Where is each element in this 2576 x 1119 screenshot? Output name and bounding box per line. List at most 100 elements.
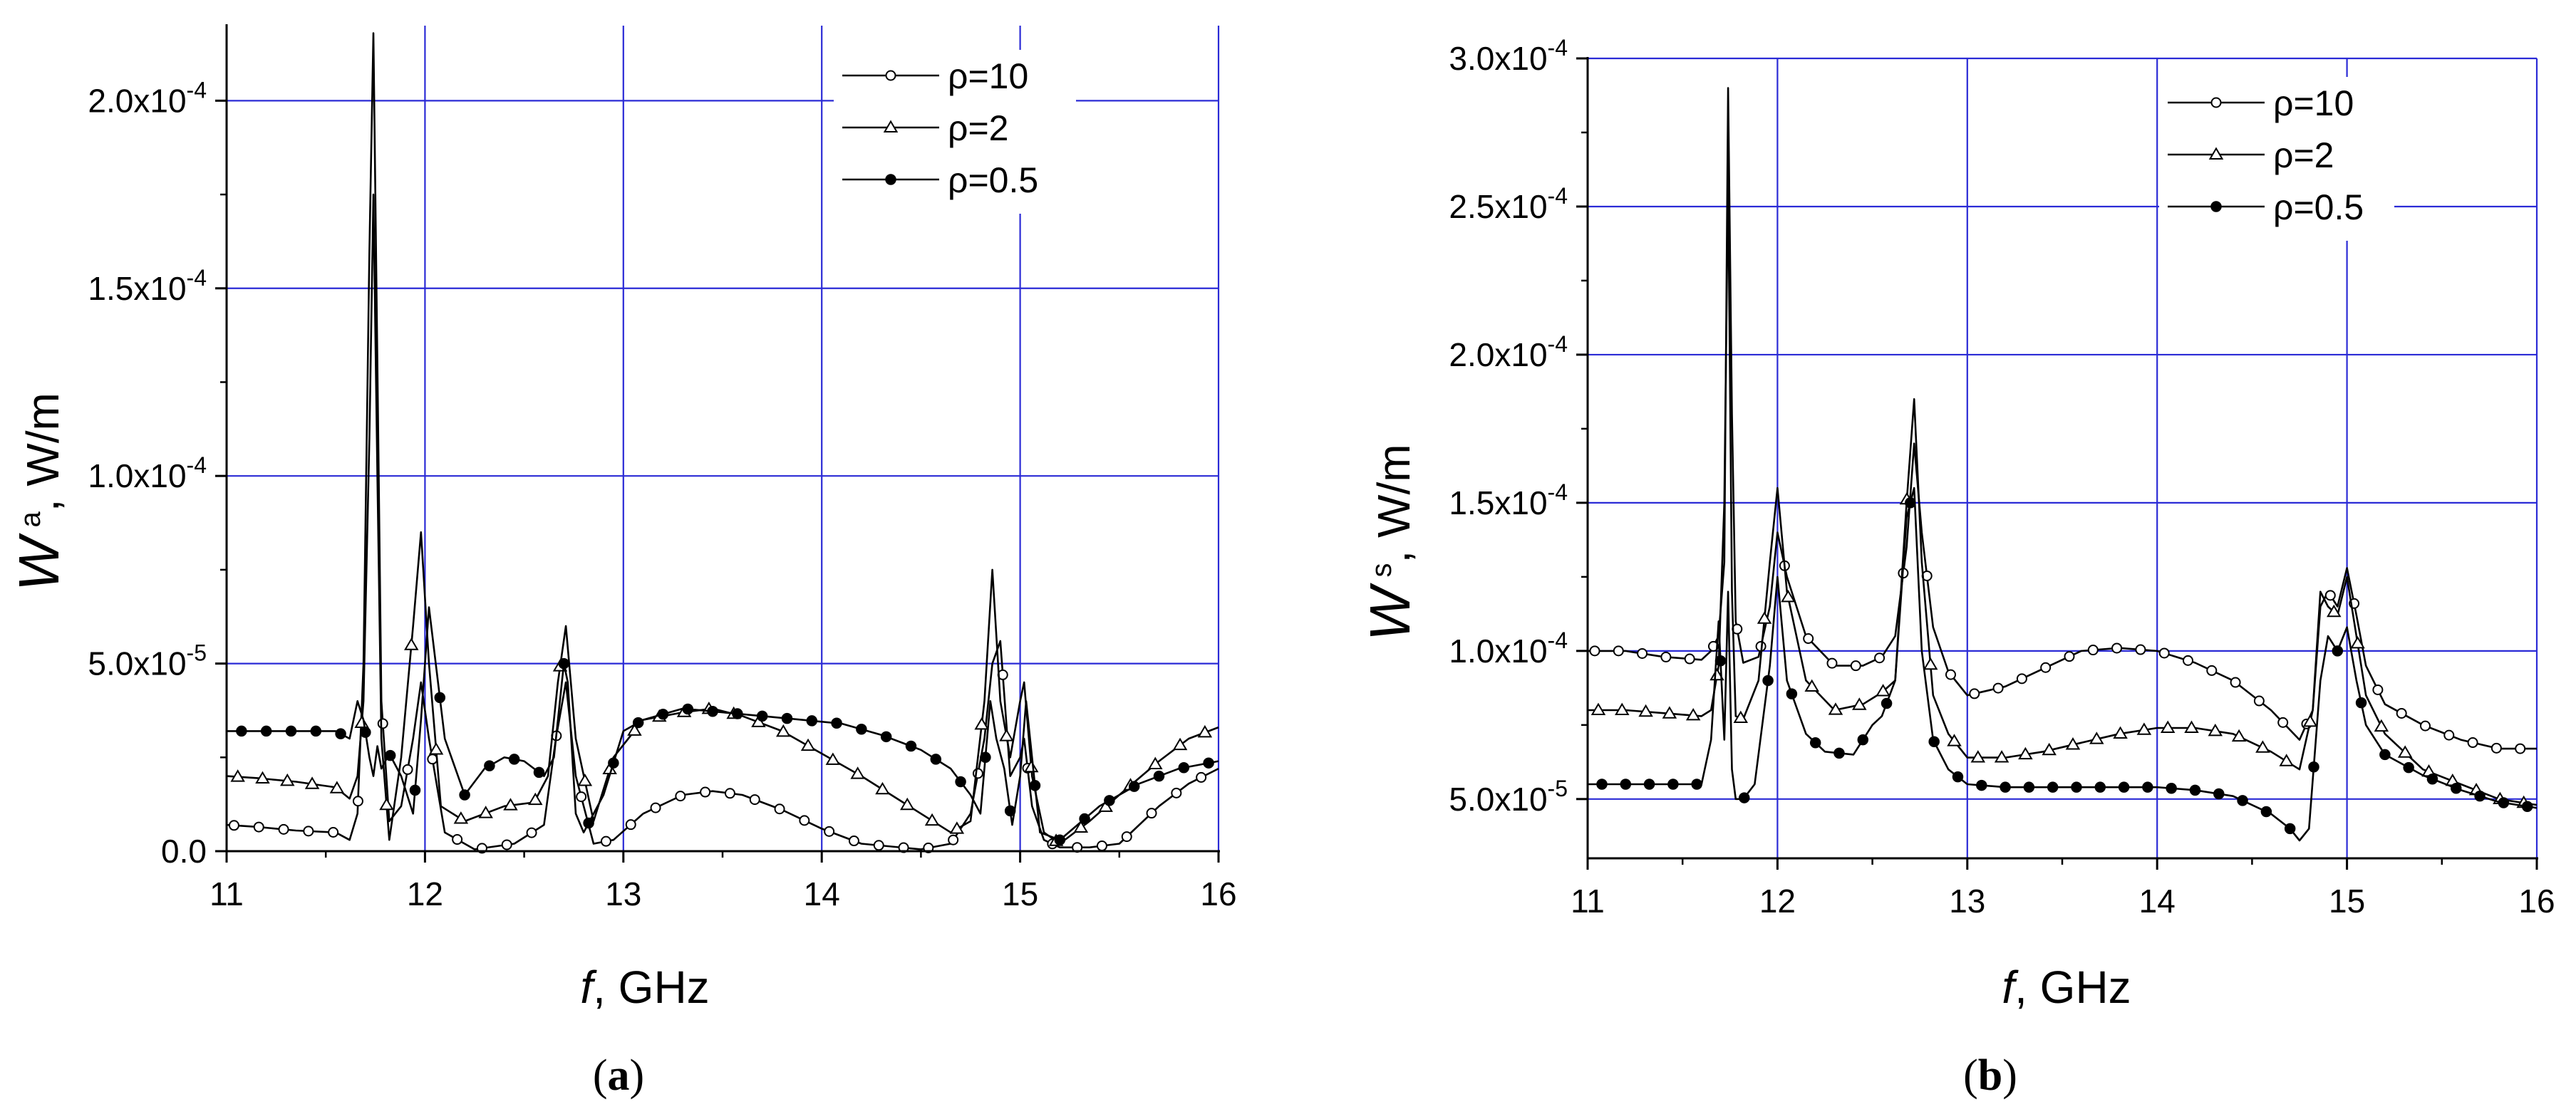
panel-a-marker-rho-2 [627, 723, 642, 736]
panel-a-marker-rho-10 [824, 826, 835, 837]
panel-b-marker-rho-10 [1992, 682, 2004, 694]
panel-b-x-tick-label: 15 [2329, 883, 2365, 920]
panel-b-marker-rho-0-5 [2166, 782, 2177, 794]
panel-b-marker-rho-0-5 [2426, 773, 2438, 785]
panel-b-marker-rho-2 [2350, 635, 2365, 649]
panel-a-legend-marker-rho-10 [885, 70, 896, 81]
panel-a-line-rho-10 [226, 32, 1219, 850]
panel-b-x-tick-label: 14 [2139, 883, 2176, 920]
panel-a-marker-rho-2 [1098, 799, 1113, 812]
panel-a-marker-rho-0-5 [1128, 781, 1140, 792]
panel-b-series-rho-0-5 [1588, 486, 2538, 842]
panel-a-marker-rho-0-5 [657, 708, 669, 720]
panel-a-marker-rho-0-5 [409, 784, 421, 796]
panel-b-marker-rho-10 [1945, 669, 1956, 680]
panel-b-x-tick-label: 12 [1759, 883, 1796, 920]
panel-a-marker-rho-0-5 [260, 725, 272, 737]
panel-a-legend-label: ρ=0.5 [948, 160, 1038, 200]
panel-b-legend: ρ=10 ρ=2 ρ=0.5 [2159, 77, 2394, 241]
panel-a-marker-rho-2 [974, 717, 989, 730]
panel-b-marker-rho-10 [2087, 645, 2099, 656]
panel-a-marker-rho-10 [1171, 787, 1182, 798]
panel-b-marker-rho-0-5 [1976, 779, 1987, 791]
panel-a-y-tick-label: 1.5x10-4 [88, 265, 207, 307]
panel-b: ρ=10 ρ=2 ρ=0.5 11 12 13 14 15 16 5.0x10-5 1.0x10… [1358, 35, 2555, 1100]
panel-a-marker-rho-0-5 [905, 740, 917, 752]
panel-b-x-tick-label: 13 [1949, 883, 1985, 920]
panel-a-marker-rho-10 [328, 826, 339, 838]
panel-b-marker-rho-0-5 [1881, 697, 1893, 709]
panel-b-marker-rho-0-5 [2308, 761, 2319, 773]
panel-a-marker-rho-2 [1197, 724, 1213, 738]
panel-b-marker-rho-0-5 [1691, 779, 1702, 790]
panel-a-marker-rho-0-5 [781, 712, 793, 724]
panel-a-marker-rho-2 [428, 742, 444, 755]
panel-b-marker-rho-10 [1803, 633, 1814, 645]
panel-a-x-axis-label: f, GHz [580, 962, 709, 1013]
panel-a-marker-rho-10 [848, 836, 859, 847]
panel-b-x-tick-label: 16 [2518, 883, 2555, 920]
panel-a-marker-rho-10 [625, 819, 636, 831]
panel-b-marker-rho-0-5 [2332, 645, 2344, 657]
panel-b-marker-rho-0-5 [1739, 792, 1750, 803]
panel-b-line-rho-2 [1588, 176, 2538, 806]
panel-a-marker-rho-10 [526, 827, 537, 838]
panel-b-y-axis-label: Ws, W/m [1358, 444, 1422, 641]
panel-b-marker-rho-0-5 [2071, 781, 2082, 793]
panel-a-marker-rho-10 [799, 815, 810, 826]
panel-b-marker-rho-2 [1662, 706, 1677, 719]
panel-a-y-tick-label: 5.0x10-5 [88, 640, 207, 682]
panel-b-y-tick-label: 3.0x10-4 [1449, 35, 1568, 77]
panel-b-series-rho-2 [1588, 176, 2538, 808]
panel-b-grid [1588, 57, 2538, 858]
panel-a-marker-rho-10 [1146, 808, 1157, 819]
panel-a-marker-rho-10 [501, 839, 512, 850]
panel-a-marker-rho-2 [949, 821, 965, 834]
panel-a-y-tick-label: 1.0x10-4 [88, 452, 207, 494]
panel-b-marker-rho-10 [1969, 688, 1980, 699]
panel-b-marker-rho-2 [2302, 714, 2318, 727]
panel-b-marker-rho-10 [2324, 590, 2336, 601]
panel-a-marker-rho-2 [379, 797, 394, 811]
panel-b-marker-rho-2 [2160, 720, 2176, 733]
panel-a-marker-rho-10 [452, 834, 463, 845]
panel-b-marker-rho-2 [2065, 737, 2081, 750]
panel-a: ρ=10 ρ=2 ρ=0.5 11 12 13 14 15 16 0.0 5.0x10-5 1.0… [7, 24, 1237, 1100]
panel-b-marker-rho-10 [2135, 644, 2146, 655]
panel-b-marker-rho-0-5 [1667, 779, 1679, 790]
panel-a-marker-rho-0-5 [508, 754, 520, 765]
panel-a-marker-rho-0-5 [1203, 757, 1214, 769]
panel-a-line-rho-0-5 [227, 606, 1219, 841]
panel-a-y-tick-labels: 0.0 5.0x10-5 1.0x10-4 1.5x10-4 2.0x10-4 [88, 77, 207, 870]
panel-b-legend-background [2159, 77, 2394, 241]
panel-b-marker-rho-0-5 [2142, 781, 2153, 793]
panel-a-marker-rho-0-5 [310, 725, 322, 737]
panel-b-legend-label: ρ=2 [2273, 135, 2334, 175]
panel-a-x-tick-label: 13 [605, 875, 641, 912]
panel-a-marker-rho-2 [1172, 737, 1188, 751]
panel-a-marker-rho-0-5 [955, 776, 966, 788]
panel-a-marker-rho-10 [402, 764, 413, 775]
panel-a-marker-rho-2 [999, 729, 1014, 741]
panel-b-marker-rho-0-5 [2023, 781, 2035, 793]
panel-b-marker-rho-2 [2279, 754, 2294, 766]
panel-a-legend: ρ=10 ρ=2 ρ=0.5 [834, 50, 1076, 214]
panel-a-legend-marker-rho-0-5 [885, 174, 896, 185]
panel-b-marker-rho-2 [2397, 745, 2413, 758]
panel-b-marker-rho-10 [2443, 729, 2455, 741]
panel-b-marker-rho-2 [2018, 746, 2033, 760]
panel-b-marker-rho-2 [1709, 667, 1724, 681]
panel-b-marker-rho-0-5 [1857, 734, 1869, 746]
panel-b-marker-rho-2 [2113, 726, 2128, 739]
panel-b-legend-item-rho-0-5: ρ=0.5 [2168, 187, 2364, 227]
panel-b-y-tick-labels: 5.0x10-5 1.0x10-4 1.5x10-4 2.0x10-4 2.5x10-4… [1449, 35, 1568, 818]
panel-b-marker-rho-0-5 [2094, 781, 2106, 793]
panel-a-marker-rho-10 [650, 802, 661, 813]
panel-a-marker-rho-10 [228, 820, 239, 831]
panel-a-marker-rho-0-5 [384, 749, 396, 761]
panel-b-marker-rho-10 [2230, 677, 2241, 688]
panel-a-series [226, 32, 1219, 854]
panel-a-legend-marker-rho-2 [883, 120, 899, 132]
panel-a-marker-rho-10 [377, 718, 388, 729]
panel-b-marker-rho-10 [2182, 655, 2193, 666]
